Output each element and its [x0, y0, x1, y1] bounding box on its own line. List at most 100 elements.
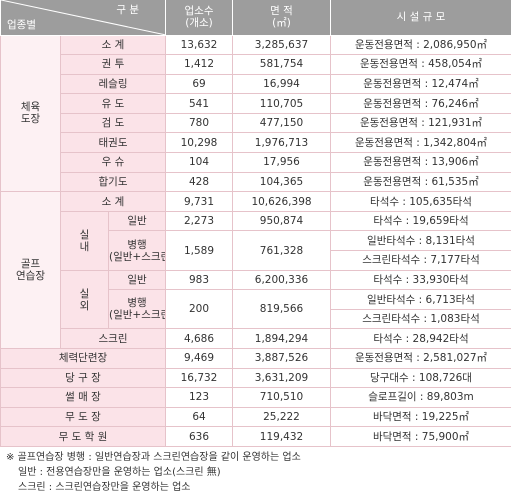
count-cell: 9,469 [165, 348, 233, 369]
facility-cell: 일반타석수 : 6,713타석 [330, 289, 511, 310]
area-cell: 3,285,637 [232, 34, 331, 56]
area-cell: 3,631,209 [232, 367, 331, 389]
header-corner: 구 분 업종별 [0, 0, 166, 36]
notes: ※ 골프연습장 병행 : 일반연습장과 스크린연습장을 같이 운영하는 업소 일… [6, 450, 511, 495]
facility-cell: 운동전용면적 : 12,474㎡ [330, 73, 511, 95]
count-cell: 9,731 [165, 191, 233, 212]
count-cell: 1,589 [165, 230, 233, 271]
table-body: 체육 도장 소 계 13,632 3,285,637 운동전용면적 : 2,086,950… [0, 34, 511, 447]
count-cell: 541 [165, 93, 233, 114]
text-line: 연습장 [16, 270, 45, 283]
table-row: 검 도 780 477,150 운동전용면적 : 121,931㎡ [1, 112, 511, 134]
facility-cell: 운동전용면적 : 458,054㎡ [330, 54, 511, 75]
text-line: 실 [79, 228, 90, 241]
facility-cell: 운동전용면적 : 2,581,027㎡ [330, 348, 511, 369]
area-cell: 581,754 [232, 54, 331, 75]
count-cell: 200 [165, 289, 233, 330]
table-row: 당 구 장 16,732 3,631,209 당구대수 : 108,726대 [0, 367, 511, 389]
text-line: 면 적 [270, 5, 293, 18]
item-name: 병행(일반+스크린) [108, 230, 166, 271]
header-area: 면 적 (㎡) [232, 0, 331, 36]
table-row: 태권도 10,298 1,976,713 운동전용면적 : 1,342,804㎡ [1, 132, 511, 154]
count-cell: 983 [165, 269, 233, 291]
area-cell: 119,432 [232, 426, 331, 447]
item-name: 썰 매 장 [0, 387, 166, 408]
facility-cell: 운동전용면적 : 1,342,804㎡ [330, 132, 511, 154]
count-cell: 428 [165, 171, 233, 193]
facility-cell: 운동전용면적 : 121,931㎡ [330, 112, 511, 134]
item-name: 태권도 [60, 132, 166, 154]
table-header: 구 분 업종별 업소수 (개소) 면 적 (㎡) 시 설 규 모 [0, 0, 511, 36]
item-name: 합기도 [60, 171, 166, 193]
item-name: 소 계 [60, 191, 166, 212]
area-cell: 25,222 [232, 406, 331, 428]
count-cell: 4,686 [165, 328, 233, 349]
diagonal-line [1, 0, 164, 34]
facility-cell: 스크린타석수 : 1,083타석 [330, 308, 511, 330]
item-name: 체력단련장 [0, 348, 166, 369]
table-row: 권 투 1,412 581,754 운동전용면적 : 458,054㎡ [1, 54, 511, 75]
item-name: 일반 [108, 269, 166, 291]
facility-cell: 스크린타석수 : 7,177타석 [330, 250, 511, 271]
table-row: 썰 매 장 123 710,510 슬로프길이 : 89,803m [0, 387, 511, 408]
count-cell: 636 [165, 426, 233, 447]
area-cell: 10,626,398 [232, 191, 331, 212]
text-line: 병행 [127, 238, 147, 251]
facility-cell: 타석수 : 28,942타석 [330, 328, 511, 349]
facility-cell: 슬로프길이 : 89,803m [330, 387, 511, 408]
area-cell: 1,976,713 [232, 132, 331, 154]
header-facility: 시 설 규 모 [330, 0, 511, 36]
count-cell: 780 [165, 112, 233, 134]
area-cell: 104,365 [232, 171, 331, 193]
table-row: 스크린 4,686 1,894,294 타석수 : 28,942타석 [1, 328, 511, 349]
header-division: 구 분 [116, 4, 139, 16]
text-line: 외 [79, 299, 90, 312]
table-row: 레슬링 69 16,994 운동전용면적 : 12,474㎡ [1, 73, 511, 95]
facility-cell: 운동전용면적 : 76,246㎡ [330, 93, 511, 114]
table-row: 무 도 학 원 636 119,432 바닥면적 : 75,900㎡ [0, 426, 511, 447]
facility-cell: 일반타석수 : 8,131타석 [330, 230, 511, 252]
facility-cell: 타석수 : 33,930타석 [330, 269, 511, 291]
count-cell: 2,273 [165, 210, 233, 232]
area-cell: 17,956 [232, 152, 331, 173]
note: ※ 골프연습장 병행 : 일반연습장과 스크린연습장을 같이 운영하는 업소 [6, 451, 301, 463]
facility-table: 구 분 업종별 업소수 (개소) 면 적 (㎡) 시 설 규 모 체육 도장 소 계 13… [0, 0, 511, 447]
area-cell: 761,328 [232, 230, 331, 271]
item-name: 검 도 [60, 112, 166, 134]
header-row: 구 분 업종별 업소수 (개소) 면 적 (㎡) 시 설 규 모 [0, 0, 511, 36]
table-row: 유 도 541 110,705 운동전용면적 : 76,246㎡ [1, 93, 511, 114]
count-cell: 1,412 [165, 54, 233, 75]
count-cell: 13,632 [165, 34, 233, 56]
item-name: 우 슈 [60, 152, 166, 173]
area-cell: 950,874 [232, 210, 331, 232]
facility-cell: 당구대수 : 108,726대 [330, 367, 511, 389]
area-cell: 110,705 [232, 93, 331, 114]
text-line: 실 [79, 287, 90, 300]
item-name: 스크린 [60, 328, 166, 349]
note: 스크린 : 스크린연습장만을 운영하는 업소 [18, 481, 191, 493]
table-row: 실 외 일반 983 6,200,336 타석수 : 33,930타석 [1, 269, 511, 330]
area-cell: 819,566 [232, 289, 331, 330]
text-line: (㎡) [272, 17, 291, 30]
item-name: 무 도 학 원 [0, 426, 166, 447]
area-cell: 477,150 [232, 112, 331, 134]
text-line: 내 [79, 240, 90, 253]
table-row: 체력단련장 9,469 3,887,526 운동전용면적 : 2,581,027㎡ [0, 348, 511, 369]
text-line: (일반+스크린) [109, 250, 165, 263]
text-line: 병행 [127, 297, 147, 310]
table-row: 무 도 장 64 25,222 바닥면적 : 19,225㎡ [0, 406, 511, 428]
item-name: 소 계 [60, 34, 166, 56]
facility-cell: 운동전용면적 : 61,535㎡ [330, 171, 511, 193]
facility-cell: 운동전용면적 : 13,906㎡ [330, 152, 511, 173]
table-row: 체육 도장 소 계 13,632 3,285,637 운동전용면적 : 2,086,950… [0, 34, 511, 193]
item-name: 무 도 장 [0, 406, 166, 428]
area-cell: 16,994 [232, 73, 331, 95]
header-count: 업소수 (개소) [165, 0, 233, 36]
facility-cell: 바닥면적 : 75,900㎡ [330, 426, 511, 447]
text-line: 골프 [20, 258, 41, 271]
table-row: 우 슈 104 17,956 운동전용면적 : 13,906㎡ [1, 152, 511, 173]
facility-cell: 타석수 : 19,659타석 [330, 210, 511, 232]
item-name: 병행(일반+스크린) [108, 289, 166, 330]
